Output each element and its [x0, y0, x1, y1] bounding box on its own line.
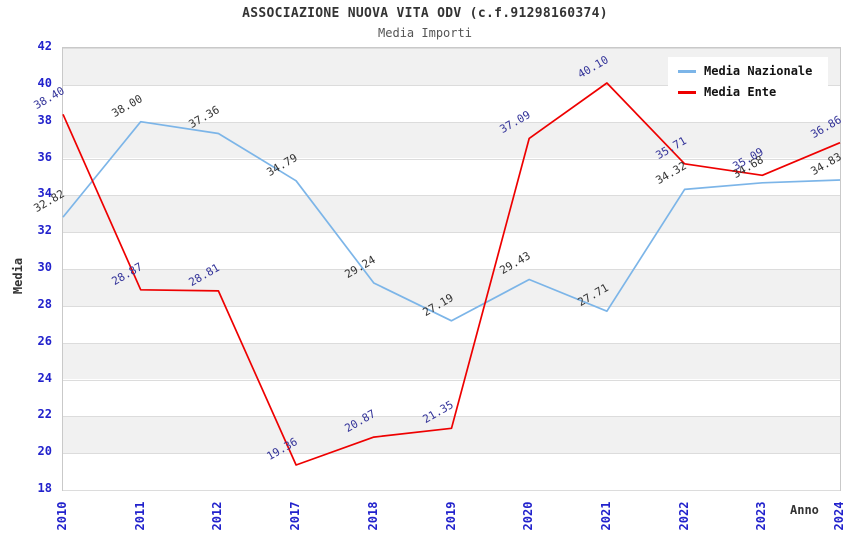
y-tick-label: 20 [37, 444, 52, 459]
gridline [63, 158, 840, 160]
y-tick-label: 40 [37, 75, 52, 90]
gridline [63, 84, 840, 86]
grid-band [63, 379, 840, 417]
legend-label-media-ente: Media Ente [704, 85, 777, 99]
x-tick-label: 2021 [598, 501, 613, 531]
x-tick-label: 2024 [832, 501, 846, 531]
gridline [63, 269, 840, 270]
grid-band [63, 121, 840, 159]
grid-band [63, 232, 840, 269]
grid-band [63, 195, 840, 233]
legend-item-media-nazionale[interactable]: Media Nazionale [678, 64, 812, 78]
legend: Media Nazionale Media Ente [668, 57, 829, 106]
y-tick-label: 24 [37, 370, 52, 385]
x-tick-label: 2010 [55, 501, 69, 531]
y-tick-label: 28 [37, 296, 52, 311]
legend-label-media-nazionale: Media Nazionale [704, 64, 813, 78]
gridline [63, 121, 840, 123]
gridline [63, 232, 840, 234]
x-tick-label: 2012 [210, 501, 225, 531]
series-lines-svg [62, 82, 841, 466]
chart-title: ASSOCIAZIONE NUOVA VITA ODV (c.f.9129816… [242, 6, 608, 21]
x-axis-title: Anno [790, 503, 819, 517]
series-line-media-nazionale [62, 120, 841, 322]
gridline [63, 195, 840, 197]
x-tick-label: 2019 [443, 501, 458, 531]
y-tick-label: 36 [37, 149, 52, 164]
gridline [63, 490, 840, 491]
y-tick-label: 34 [37, 186, 52, 201]
legend-item-media-ente[interactable]: Media Ente [678, 85, 812, 99]
grid-band [63, 453, 840, 490]
y-tick-label: 38 [37, 112, 52, 127]
series-line-media-ente [62, 82, 841, 466]
media-ente-line-swatch-icon [678, 90, 696, 94]
gridline [63, 305, 840, 307]
chart-subtitle: Media Importi [378, 26, 472, 40]
x-tick-label: 2020 [521, 501, 536, 531]
media-nazionale-line-swatch-icon [678, 69, 696, 73]
y-tick-label: 30 [37, 260, 52, 274]
gridline [63, 416, 840, 418]
y-tick-label: 42 [37, 39, 52, 53]
grid-band [63, 342, 840, 380]
x-tick-label: 2023 [754, 501, 769, 531]
gridline [63, 453, 840, 455]
gridline [63, 342, 840, 344]
y-tick-label: 32 [37, 223, 52, 238]
y-tick-label: 22 [37, 407, 52, 422]
y-tick-label: 26 [37, 333, 52, 348]
gridline [63, 379, 840, 381]
y-tick-label: 18 [37, 481, 52, 495]
grid-band [63, 158, 840, 196]
x-tick-label: 2018 [365, 501, 380, 531]
x-tick-label: 2022 [676, 501, 691, 531]
grid-band [63, 269, 840, 306]
gridline [63, 48, 840, 49]
grid-band [63, 305, 840, 343]
grid-band [63, 416, 840, 454]
x-tick-label: 2017 [288, 501, 303, 531]
x-tick-label: 2011 [132, 501, 147, 531]
plot-area: 32.82 38.00 37.36 34.79 29.24 27.19 29.43 27.71… [32, 47, 844, 491]
